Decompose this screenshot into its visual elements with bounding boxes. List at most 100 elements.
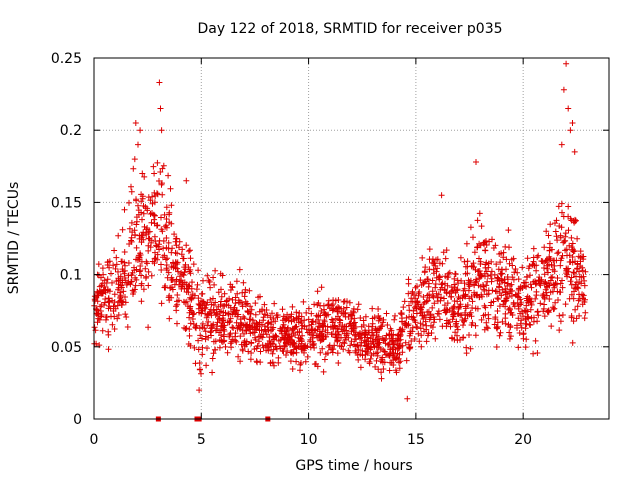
data-point xyxy=(199,324,206,331)
data-point xyxy=(308,310,315,317)
data-point xyxy=(400,304,407,311)
data-point xyxy=(143,230,149,237)
data-point xyxy=(379,356,385,363)
data-point xyxy=(534,309,541,315)
data-point xyxy=(242,327,249,333)
data-point xyxy=(195,301,202,307)
data-point xyxy=(186,332,193,339)
data-point xyxy=(531,314,537,321)
data-point xyxy=(126,241,133,247)
data-point xyxy=(195,337,202,344)
data-point xyxy=(220,303,226,310)
data-point xyxy=(270,324,277,331)
data-point xyxy=(210,307,217,314)
data-point xyxy=(343,304,350,311)
data-point xyxy=(572,285,579,292)
data-point xyxy=(512,266,519,272)
data-point xyxy=(377,315,383,322)
data-point xyxy=(344,330,351,337)
data-point xyxy=(146,228,153,235)
data-point xyxy=(334,338,341,345)
y-tick-label: 0.2 xyxy=(60,123,82,139)
data-point xyxy=(424,297,431,304)
data-point xyxy=(527,272,533,279)
data-point xyxy=(488,268,495,275)
data-point xyxy=(541,271,548,278)
data-point xyxy=(98,313,104,320)
data-point xyxy=(359,352,366,359)
data-point xyxy=(256,327,263,334)
data-point xyxy=(491,321,498,328)
data-point xyxy=(195,267,202,274)
data-point xyxy=(492,242,499,249)
data-point xyxy=(396,365,403,372)
data-point xyxy=(264,312,271,319)
data-point xyxy=(428,322,434,329)
data-point xyxy=(158,267,165,273)
data-point xyxy=(412,284,419,291)
data-point xyxy=(523,273,530,280)
data-point xyxy=(481,286,488,293)
data-point xyxy=(493,344,500,350)
data-point xyxy=(167,185,174,192)
data-point xyxy=(559,209,565,216)
data-point xyxy=(319,328,326,335)
data-point xyxy=(106,264,113,271)
data-point xyxy=(164,267,170,273)
data-point xyxy=(212,338,219,345)
x-tick-label: 15 xyxy=(407,432,425,448)
data-point xyxy=(424,292,431,299)
data-point xyxy=(541,313,548,320)
data-point xyxy=(339,310,346,316)
data-point xyxy=(185,264,192,271)
data-point xyxy=(494,295,501,302)
data-point xyxy=(473,159,479,165)
data-point xyxy=(285,317,292,324)
data-point xyxy=(322,310,329,317)
data-point xyxy=(397,310,404,317)
data-point xyxy=(545,308,552,315)
data-point xyxy=(357,315,364,321)
data-point xyxy=(556,312,563,319)
data-point xyxy=(423,298,430,305)
data-point xyxy=(438,192,445,199)
data-point xyxy=(545,307,552,314)
data-point xyxy=(105,331,112,338)
data-point xyxy=(524,255,531,262)
data-point xyxy=(467,345,474,352)
data-point xyxy=(204,299,211,306)
data-point xyxy=(227,315,234,322)
data-point xyxy=(236,266,243,273)
data-point xyxy=(171,231,178,238)
data-point xyxy=(481,241,487,248)
data-point xyxy=(133,218,140,225)
data-point xyxy=(213,310,220,317)
data-point xyxy=(244,300,251,307)
data-point xyxy=(459,317,466,323)
data-point xyxy=(260,317,267,324)
data-point xyxy=(229,324,236,331)
data-point xyxy=(467,309,474,316)
data-point xyxy=(135,141,141,148)
data-point xyxy=(322,333,329,340)
data-point xyxy=(157,105,164,112)
y-tick-label: 0.05 xyxy=(51,340,82,356)
data-point xyxy=(364,334,371,341)
data-point xyxy=(425,283,432,290)
data-point xyxy=(273,346,280,352)
data-point xyxy=(220,324,227,331)
data-point xyxy=(391,316,398,323)
data-point xyxy=(247,356,254,363)
data-point xyxy=(291,324,298,331)
data-point xyxy=(138,198,145,205)
data-point xyxy=(208,301,215,308)
data-point xyxy=(279,306,286,313)
data-point xyxy=(495,296,502,303)
data-point xyxy=(190,261,197,268)
data-point xyxy=(478,316,485,323)
data-point xyxy=(398,311,405,318)
data-point xyxy=(505,227,512,234)
data-point xyxy=(446,290,453,297)
data-point xyxy=(541,244,548,251)
data-point xyxy=(574,235,581,242)
